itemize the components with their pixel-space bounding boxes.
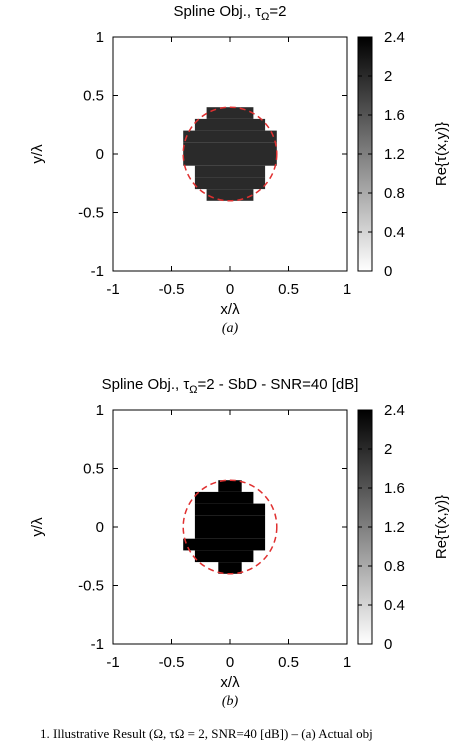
reference-contour [182, 106, 278, 202]
panel-label: (a) [222, 321, 239, 336]
colorbar-tick-label: 2.4 [384, 402, 405, 419]
heatmap-cell [194, 515, 266, 527]
heatmap-cell [194, 550, 254, 563]
colorbar-tick-label: 2 [384, 441, 392, 458]
chart-title: Spline Obj., τΩ=2 [174, 3, 287, 23]
colorbar-tick-label: 0.4 [384, 224, 405, 241]
y-tick-label: 0 [96, 146, 104, 163]
panel-label: (b) [222, 694, 239, 709]
colorbar-tick-label: 0.4 [384, 597, 405, 614]
colorbar-tick-label: 0 [384, 263, 392, 280]
x-tick-label: -0.5 [159, 281, 185, 298]
heatmap-cell [194, 177, 266, 190]
heatmap-cell [183, 130, 277, 143]
heatmap-cell [183, 142, 277, 154]
chart-title-main: Spline Obj., τ [174, 3, 262, 20]
colorbar-tick-label: 1.6 [384, 480, 405, 497]
y-tick-label: 1 [96, 402, 104, 419]
heatmap-cell [194, 527, 266, 539]
colorbar-tick-label: 0.8 [384, 558, 405, 575]
colorbar-tick-label: 1.6 [384, 107, 405, 124]
x-tick-label: 0 [226, 654, 234, 671]
colorbar-label: Re{τ(x,y)} [433, 495, 450, 559]
y-tick-label: -1 [91, 263, 104, 280]
y-axis-label: y/λ [29, 144, 46, 164]
heatmap-cell [183, 154, 277, 166]
heatmap-cell [218, 562, 242, 574]
chart-title-subscript: Ω [189, 384, 197, 396]
x-tick-label: 0.5 [278, 281, 299, 298]
y-tick-label: 0.5 [83, 88, 104, 105]
figure-caption: 1. Illustrative Result (Ω, τΩ = 2, SNR=4… [40, 726, 373, 741]
colorbar-tick-label: 2.4 [384, 29, 405, 46]
chart-title-subscript: Ω [261, 11, 269, 23]
x-tick-label: -1 [106, 654, 119, 671]
heatmap-cell [194, 503, 266, 516]
chart-panel-2: Spline Obj., τΩ=2 - SbD - SNR=40 [dB]-1-… [29, 376, 450, 709]
chart-panel-1: Spline Obj., τΩ=2 -1 -0.5 0 0.5 1 1 0.5 0 -0.5 -1 x… [29, 3, 450, 336]
colorbar-tick-label: 1.2 [384, 519, 405, 536]
x-tick-label: -1 [106, 281, 119, 298]
y-tick-label: -0.5 [78, 578, 104, 595]
x-axis-label: x/λ [220, 301, 240, 318]
heatmap-cell [206, 107, 254, 119]
y-tick-label: -0.5 [78, 205, 104, 222]
chart-title-rest: =2 [269, 3, 286, 20]
heatmap-cell [183, 538, 266, 551]
y-tick-label: 0 [96, 519, 104, 536]
chart-title-main: Spline Obj., τ [102, 376, 190, 393]
colorbar-tick-label: 1.2 [384, 146, 405, 163]
y-tick-label: 1 [96, 29, 104, 46]
x-tick-label: -0.5 [159, 654, 185, 671]
y-axis-label: y/λ [29, 517, 46, 537]
x-tick-label: 0.5 [278, 654, 299, 671]
heatmap-cell [194, 165, 266, 178]
heatmap-cell [206, 189, 254, 201]
x-tick-label: 1 [343, 281, 351, 298]
heatmap-cell [218, 480, 242, 492]
x-tick-label: 1 [343, 654, 351, 671]
chart-title-rest: =2 - SbD - SNR=40 [dB] [197, 376, 358, 393]
colorbar-tick-label: 0 [384, 636, 392, 653]
y-tick-label: 0.5 [83, 461, 104, 478]
colorbar-tick-label: 0.8 [384, 185, 405, 202]
chart-title: Spline Obj., τΩ=2 - SbD - SNR=40 [dB] [102, 376, 359, 396]
colorbar-tick-label: 2 [384, 68, 392, 85]
y-tick-label: -1 [91, 636, 104, 653]
x-axis-label: x/λ [220, 674, 240, 691]
heatmap-cell [194, 118, 266, 131]
colorbar-label: Re{τ(x,y)} [433, 122, 450, 186]
heatmap-cell [194, 491, 254, 504]
x-tick-label: 0 [226, 281, 234, 298]
reference-contour [182, 479, 278, 575]
